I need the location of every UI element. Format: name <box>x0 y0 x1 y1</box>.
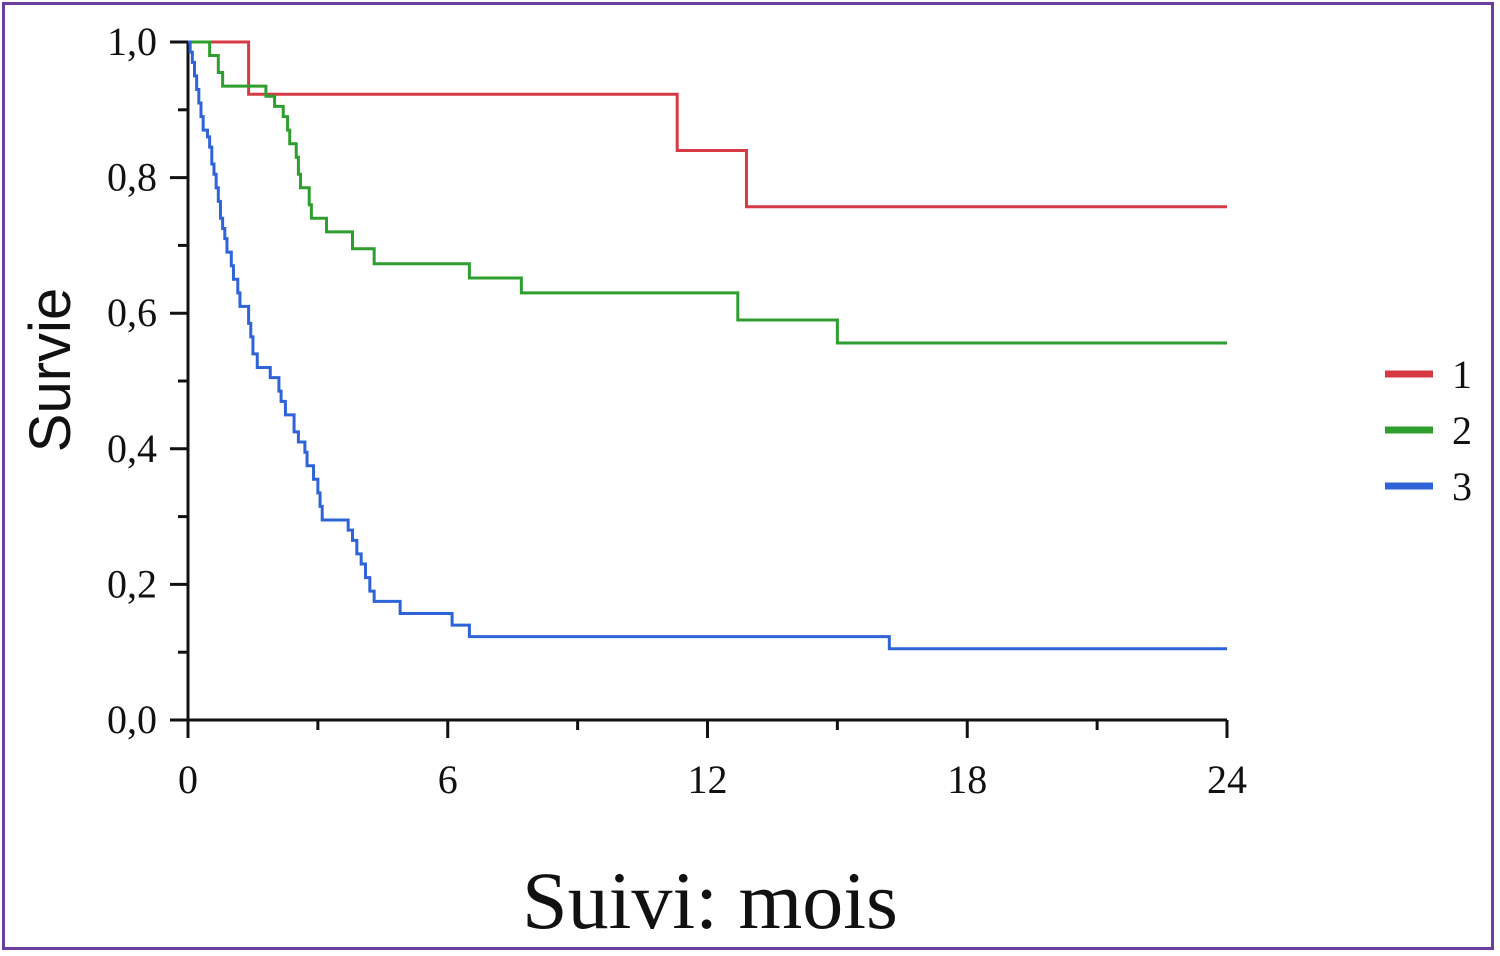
series-line-1 <box>188 40 1227 209</box>
y-axis-label: Survie <box>18 288 83 452</box>
y-tick-label: 0,0 <box>107 697 157 742</box>
y-tick-label: 0,4 <box>107 426 157 471</box>
series-line-2 <box>188 40 1227 345</box>
y-tick-label: 1,0 <box>107 19 157 64</box>
x-tick-label: 18 <box>947 757 987 802</box>
x-tick-label: 6 <box>438 757 458 802</box>
x-tick-label: 12 <box>688 757 728 802</box>
series-line-3 <box>188 40 1227 651</box>
legend-label-2: 2 <box>1452 408 1472 453</box>
x-tick-label: 0 <box>178 757 198 802</box>
y-tick-label: 0,2 <box>107 561 157 606</box>
axes: 0 6 12 18 24 0,0 0,2 0,4 0,6 0,8 1,0 <box>107 19 1247 802</box>
x-axis-label: Suivi: mois <box>522 855 898 946</box>
legend: 1 2 3 <box>1385 352 1472 509</box>
y-tick-label: 0,8 <box>107 155 157 200</box>
x-tick-label: 24 <box>1207 757 1247 802</box>
legend-label-3: 3 <box>1452 464 1472 509</box>
survival-curves <box>188 40 1227 651</box>
legend-label-1: 1 <box>1452 352 1472 397</box>
y-tick-label: 0,6 <box>107 290 157 335</box>
